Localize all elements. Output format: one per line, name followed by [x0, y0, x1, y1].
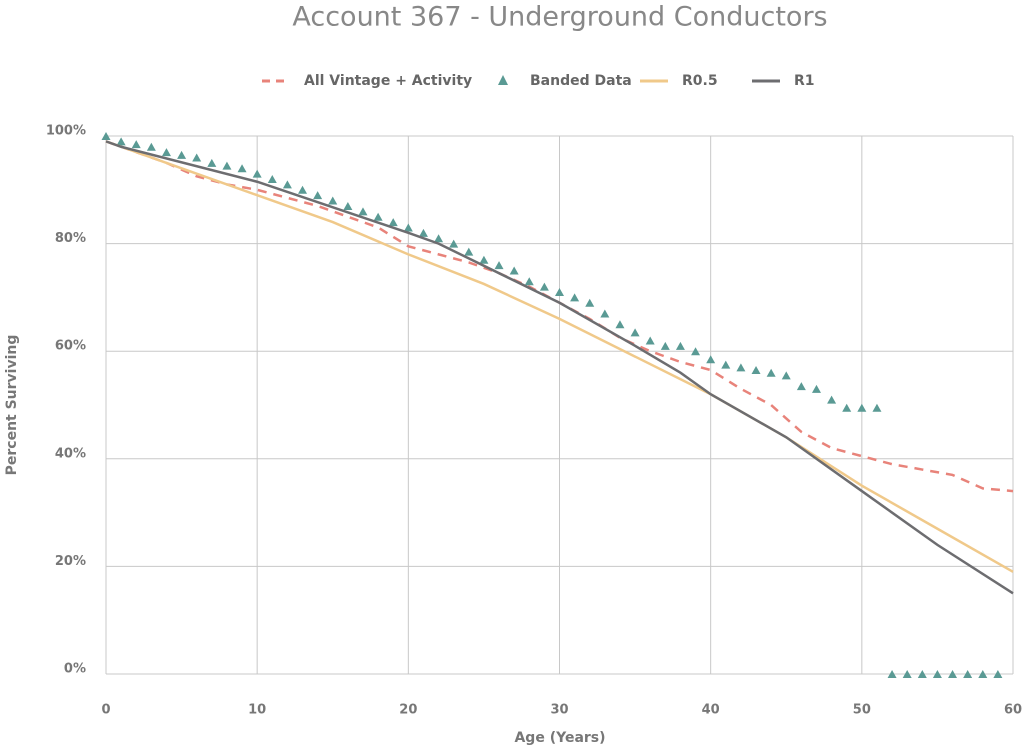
x-tick-label: 10: [248, 703, 266, 718]
data-point: [449, 239, 459, 248]
data-point: [116, 137, 126, 146]
data-point: [645, 336, 655, 345]
data-point: [721, 360, 731, 369]
data-point: [388, 218, 398, 227]
data-point: [751, 366, 761, 375]
data-point: [494, 261, 504, 270]
x-tick-label: 40: [702, 703, 720, 718]
data-point: [706, 355, 716, 364]
data-point: [222, 161, 232, 170]
data-point: [555, 288, 564, 297]
data-point: [781, 371, 791, 380]
data-point: [267, 175, 277, 184]
data-point: [192, 153, 202, 162]
y-tick-label: 20%: [55, 554, 86, 569]
data-point: [177, 150, 187, 159]
data-point: [675, 341, 685, 350]
data-point: [282, 180, 292, 189]
data-point: [600, 309, 610, 318]
data-point: [917, 670, 927, 678]
data-point: [479, 255, 489, 264]
data-point: [630, 328, 640, 337]
data-point: [570, 293, 580, 302]
data-point: [857, 403, 867, 412]
data-point: [585, 298, 595, 307]
data-point: [252, 169, 262, 178]
legend-label: All Vintage + Activity: [304, 73, 472, 89]
series-line: [105, 140, 1014, 595]
data-point: [827, 395, 837, 404]
data-point: [403, 223, 413, 232]
data-point: [509, 266, 519, 275]
x-tick-label: 20: [399, 703, 417, 718]
x-tick-label: 30: [550, 703, 568, 718]
data-point: [660, 341, 670, 350]
data-point: [146, 142, 156, 151]
legend-label: R0.5: [682, 73, 718, 89]
data-point: [887, 670, 897, 678]
data-point: [796, 382, 806, 391]
series-line: [105, 140, 1014, 573]
data-point: [842, 403, 852, 412]
data-point: [434, 234, 444, 243]
chart-title: Account 367 - Underground Conductors: [292, 2, 827, 33]
data-point: [524, 277, 534, 286]
x-tick-label: 0: [101, 703, 110, 718]
y-tick-label: 60%: [55, 339, 86, 354]
data-point: [464, 247, 474, 256]
data-point: [872, 403, 882, 412]
data-point: [948, 670, 958, 678]
legend-swatch: [498, 75, 508, 85]
data-point: [902, 670, 912, 678]
y-tick-label: 40%: [55, 446, 86, 461]
data-point: [811, 384, 821, 393]
data-point: [963, 670, 973, 678]
data-point: [328, 196, 338, 205]
y-axis-label: Percent Surviving: [4, 335, 20, 476]
data-point: [298, 185, 308, 194]
data-point: [736, 363, 746, 372]
data-point: [978, 670, 988, 678]
data-point: [343, 201, 353, 210]
x-tick-label: 50: [853, 703, 871, 718]
data-point: [358, 207, 368, 216]
data-point: [932, 670, 942, 678]
y-tick-label: 80%: [55, 231, 86, 246]
data-point: [615, 320, 625, 329]
y-tick-label: 100%: [46, 124, 86, 139]
x-axis-label: Age (Years): [514, 730, 605, 746]
data-point: [539, 282, 549, 291]
data-point: [101, 132, 111, 140]
legend-label: Banded Data: [530, 73, 632, 89]
data-point: [766, 368, 776, 377]
data-point: [131, 140, 141, 149]
data-point: [691, 347, 701, 356]
data-point: [313, 191, 323, 200]
y-tick-label: 0%: [64, 662, 86, 677]
legend-label: R1: [794, 73, 815, 89]
data-point: [373, 212, 383, 221]
data-point: [993, 670, 1003, 678]
data-point: [237, 164, 247, 173]
data-point: [161, 148, 171, 157]
data-point: [207, 158, 217, 167]
data-point: [418, 228, 428, 237]
x-tick-label: 60: [1004, 703, 1022, 718]
